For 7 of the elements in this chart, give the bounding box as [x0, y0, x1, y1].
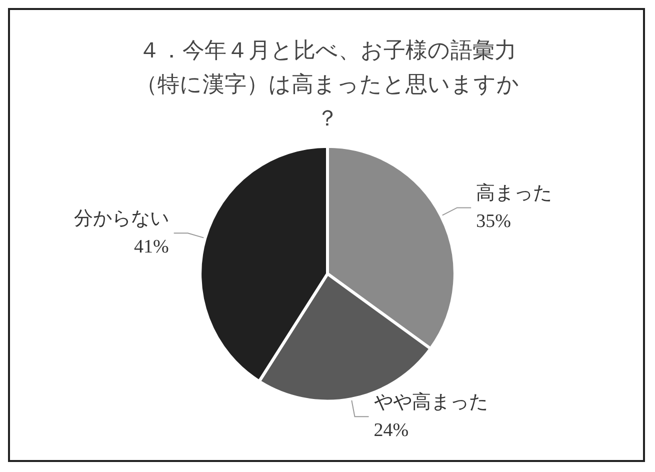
slice-label: 分からない	[74, 208, 169, 230]
data-label: 41%	[134, 236, 170, 258]
slice-label: 高まった	[476, 182, 552, 204]
data-label: 24%	[374, 420, 409, 442]
slice-label: やや高まった	[374, 391, 488, 414]
chart-title: ４．今年４月と比べ、お子様の語彙力（特に漢字）は高まったと思いますか？	[136, 38, 520, 130]
data-label: 35%	[476, 211, 512, 232]
